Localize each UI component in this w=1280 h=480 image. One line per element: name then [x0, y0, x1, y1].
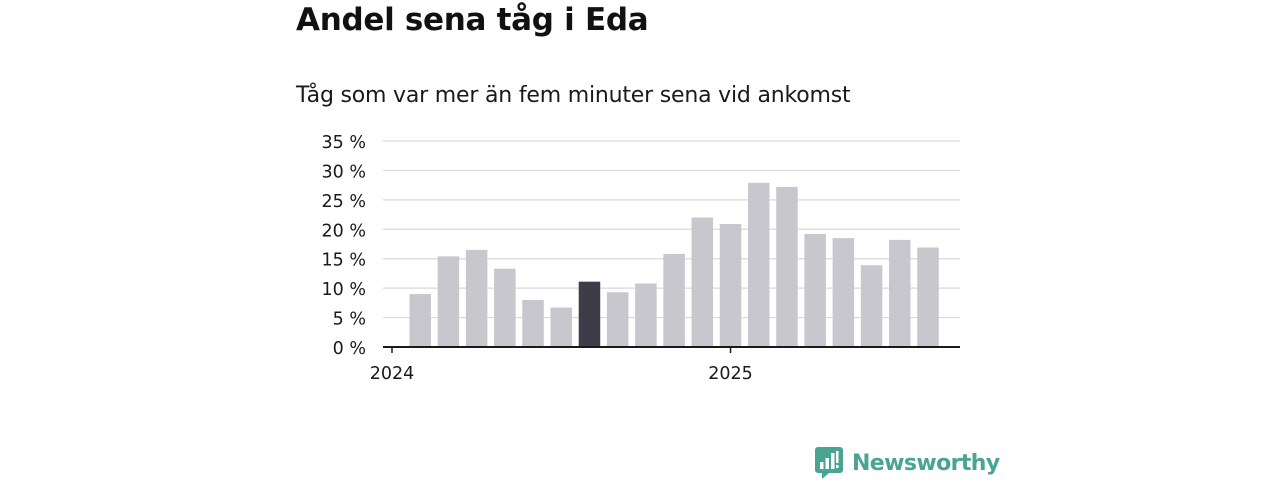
bar-2024-06 — [522, 299, 544, 347]
x-tick-labels: 2024 2025 — [370, 347, 753, 384]
y-tick-label: 25 % — [322, 192, 366, 212]
bar-2025-05 — [832, 238, 855, 347]
y-tick-label: 35 % — [322, 133, 366, 153]
bar-2024-12 — [691, 217, 714, 347]
bar-2025-04 — [804, 233, 826, 347]
bars — [409, 182, 939, 347]
bar-2025-08 — [917, 247, 939, 347]
bar-2024-03 — [437, 256, 460, 347]
y-tick-label: 15 % — [322, 251, 366, 271]
bar-2025-01 — [719, 223, 742, 347]
x-tick-label: 2025 — [708, 364, 753, 384]
bar-2024-10 — [635, 283, 657, 347]
bar-2024-07 — [550, 307, 573, 347]
bar-2024-08 — [578, 281, 601, 347]
bar-2024-09 — [606, 292, 629, 347]
bar-2025-07 — [889, 239, 911, 347]
y-tick-label: 0 % — [333, 339, 366, 359]
newsworthy-logo: Newsworthy — [815, 446, 1000, 480]
bar-2025-06 — [860, 265, 883, 347]
chart-title: Andel sena tåg i Eda — [296, 2, 649, 38]
newsworthy-logo-icon — [815, 447, 843, 479]
chart-subtitle: Tåg som var mer än fem minuter sena vid … — [296, 83, 851, 108]
bar-2024-02 — [409, 294, 431, 347]
bar-2025-02 — [747, 182, 770, 347]
y-tick-label: 10 % — [322, 280, 366, 300]
bar-2024-04 — [465, 249, 488, 347]
y-tick-label: 20 % — [322, 221, 366, 241]
x-tick-label: 2024 — [370, 364, 415, 384]
bar-2025-03 — [776, 186, 798, 347]
bar-2024-11 — [663, 254, 685, 347]
bar-2024-05 — [494, 268, 516, 347]
y-tick-label: 30 % — [322, 162, 366, 182]
y-tick-labels: 0 % 5 % 10 % 15 % 20 % 25 % 30 % 35 % — [322, 133, 366, 359]
newsworthy-logo-text: Newsworthy — [852, 450, 1000, 476]
y-tick-label: 5 % — [333, 310, 366, 330]
